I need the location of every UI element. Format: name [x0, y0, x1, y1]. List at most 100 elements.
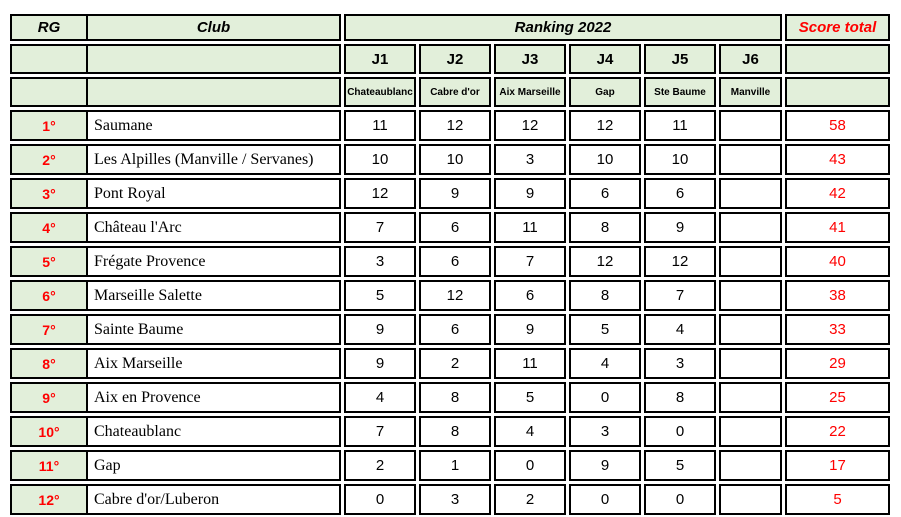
table-row: 11° Gap 2 1 0 9 5 17 [10, 450, 890, 481]
venue-spacer-group [10, 77, 341, 107]
rank-cell: 12° [10, 484, 88, 515]
score-cell-j3: 6 [494, 280, 566, 311]
header-rg: RG [10, 14, 88, 41]
score-cell-j5: 10 [644, 144, 716, 175]
score-cell-j2: 8 [419, 382, 491, 413]
score-cell-j2: 8 [419, 416, 491, 447]
score-cell-j2: 3 [419, 484, 491, 515]
score-cell-j6 [719, 348, 782, 379]
score-cell-j5: 6 [644, 178, 716, 209]
rank-cell: 8° [10, 348, 88, 379]
header-spacer-score [785, 44, 890, 74]
rank-club-group: 1° Saumane [10, 110, 341, 141]
club-name-cell: Gap [88, 450, 341, 481]
score-cell-j2: 2 [419, 348, 491, 379]
score-cell-j3: 12 [494, 110, 566, 141]
score-cell-j2: 1 [419, 450, 491, 481]
score-cell-j1: 9 [344, 314, 416, 345]
score-cell-j5: 5 [644, 450, 716, 481]
rank-club-group: 5° Frégate Provence [10, 246, 341, 277]
header-club: Club [88, 14, 341, 41]
score-cell-j6 [719, 280, 782, 311]
score-cell-j5: 4 [644, 314, 716, 345]
score-cell-j6 [719, 178, 782, 209]
rank-club-group: 10° Chateaublanc [10, 416, 341, 447]
total-score-cell: 29 [785, 348, 890, 379]
score-cell-j5: 3 [644, 348, 716, 379]
header-j5: J5 [644, 44, 716, 74]
score-cell-j6 [719, 382, 782, 413]
score-cell-j3: 4 [494, 416, 566, 447]
header-j6: J6 [719, 44, 782, 74]
total-score-cell: 25 [785, 382, 890, 413]
score-cell-j5: 11 [644, 110, 716, 141]
table-row: 6° Marseille Salette 5 12 6 8 7 38 [10, 280, 890, 311]
rank-club-group: 2° Les Alpilles (Manville / Servanes) [10, 144, 341, 175]
score-cell-j4: 0 [569, 382, 641, 413]
table-row: 12° Cabre d'or/Luberon 0 3 2 0 0 5 [10, 484, 890, 515]
header-j3: J3 [494, 44, 566, 74]
score-cell-j1: 7 [344, 416, 416, 447]
score-cell-j6 [719, 144, 782, 175]
rank-cell: 7° [10, 314, 88, 345]
score-cell-j3: 9 [494, 314, 566, 345]
ranking-table: RG Club Ranking 2022 Score total J1 J2 J… [10, 14, 890, 515]
score-cell-j3: 7 [494, 246, 566, 277]
table-row: 4° Château l'Arc 7 6 11 8 9 41 [10, 212, 890, 243]
score-cell-j1: 10 [344, 144, 416, 175]
score-cell-j6 [719, 416, 782, 447]
header-row-venues: Chateaublanc Cabre d'or Aix Marseille Ga… [10, 77, 890, 107]
score-cell-j2: 10 [419, 144, 491, 175]
club-name-cell: Frégate Provence [88, 246, 341, 277]
rank-club-group: 4° Château l'Arc [10, 212, 341, 243]
score-cell-j2: 12 [419, 110, 491, 141]
table-row: 5° Frégate Provence 3 6 7 12 12 40 [10, 246, 890, 277]
header-j2: J2 [419, 44, 491, 74]
score-cell-j6 [719, 212, 782, 243]
rank-cell: 1° [10, 110, 88, 141]
table-row: 9° Aix en Provence 4 8 5 0 8 25 [10, 382, 890, 413]
table-row: 8° Aix Marseille 9 2 11 4 3 29 [10, 348, 890, 379]
venue-j1: Chateaublanc [344, 77, 416, 107]
score-cell-j5: 12 [644, 246, 716, 277]
club-name-cell: Pont Royal [88, 178, 341, 209]
score-cell-j3: 11 [494, 212, 566, 243]
rank-cell: 6° [10, 280, 88, 311]
club-name-cell: Sainte Baume [88, 314, 341, 345]
score-cell-j3: 9 [494, 178, 566, 209]
total-score-cell: 42 [785, 178, 890, 209]
club-name-cell: Les Alpilles (Manville / Servanes) [88, 144, 341, 175]
total-score-cell: 40 [785, 246, 890, 277]
score-cell-j6 [719, 314, 782, 345]
score-cell-j2: 6 [419, 314, 491, 345]
score-cell-j5: 8 [644, 382, 716, 413]
total-score-cell: 5 [785, 484, 890, 515]
score-cell-j4: 4 [569, 348, 641, 379]
rank-club-group: 3° Pont Royal [10, 178, 341, 209]
score-cell-j4: 8 [569, 280, 641, 311]
rank-cell: 9° [10, 382, 88, 413]
header-row-main: RG Club Ranking 2022 Score total [10, 14, 890, 41]
venue-j2: Cabre d'or [419, 77, 491, 107]
table-row: 1° Saumane 11 12 12 12 11 58 [10, 110, 890, 141]
header-j1: J1 [344, 44, 416, 74]
table-row: 3° Pont Royal 12 9 9 6 6 42 [10, 178, 890, 209]
rank-cell: 5° [10, 246, 88, 277]
club-name-cell: Cabre d'or/Luberon [88, 484, 341, 515]
score-cell-j1: 3 [344, 246, 416, 277]
score-cell-j4: 12 [569, 110, 641, 141]
score-cell-j1: 11 [344, 110, 416, 141]
rank-club-group: 9° Aix en Provence [10, 382, 341, 413]
header-row-rounds: J1 J2 J3 J4 J5 J6 [10, 44, 890, 74]
header-rg-club-group: RG Club [10, 14, 341, 41]
table-row: 2° Les Alpilles (Manville / Servanes) 10 10… [10, 144, 890, 175]
total-score-cell: 43 [785, 144, 890, 175]
score-cell-j1: 4 [344, 382, 416, 413]
total-score-cell: 17 [785, 450, 890, 481]
rank-club-group: 6° Marseille Salette [10, 280, 341, 311]
score-cell-j1: 5 [344, 280, 416, 311]
rank-cell: 4° [10, 212, 88, 243]
score-cell-j1: 2 [344, 450, 416, 481]
score-cell-j4: 3 [569, 416, 641, 447]
